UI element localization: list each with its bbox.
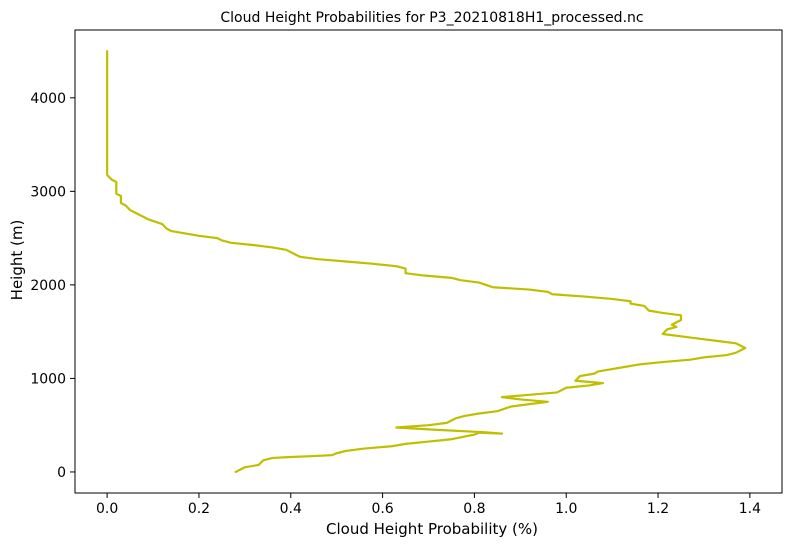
x-tick-label: 0.2 bbox=[188, 501, 210, 517]
series-line-0 bbox=[106, 49, 747, 474]
x-tick-label: 1.0 bbox=[555, 501, 577, 517]
x-tick-label: 0.6 bbox=[371, 501, 393, 517]
x-tick-label: 1.4 bbox=[739, 501, 761, 517]
x-tick-label: 0.8 bbox=[463, 501, 485, 517]
x-axis: 0.0 0.2 0.4 0.6 0.8 1.0 1.2 1.4 bbox=[96, 493, 761, 517]
plot-frame bbox=[74, 29, 783, 494]
y-axis-label: Height (m) bbox=[8, 220, 26, 301]
y-tick-label: 3000 bbox=[30, 184, 66, 200]
y-tick-label: 4000 bbox=[30, 91, 66, 107]
x-tick-label: 0.0 bbox=[96, 501, 118, 517]
y-tick-label: 1000 bbox=[30, 371, 66, 387]
x-tick-label: 0.4 bbox=[280, 501, 302, 517]
y-tick-label: 0 bbox=[57, 465, 66, 481]
chart-title: Cloud Height Probabilities for P3_202108… bbox=[220, 10, 643, 26]
plot-area bbox=[74, 29, 783, 494]
x-tick-label: 1.2 bbox=[647, 501, 669, 517]
x-axis-label: Cloud Height Probability (%) bbox=[326, 520, 538, 538]
y-axis: 0 1000 2000 3000 4000 bbox=[30, 91, 75, 481]
y-tick-label: 2000 bbox=[30, 278, 66, 294]
